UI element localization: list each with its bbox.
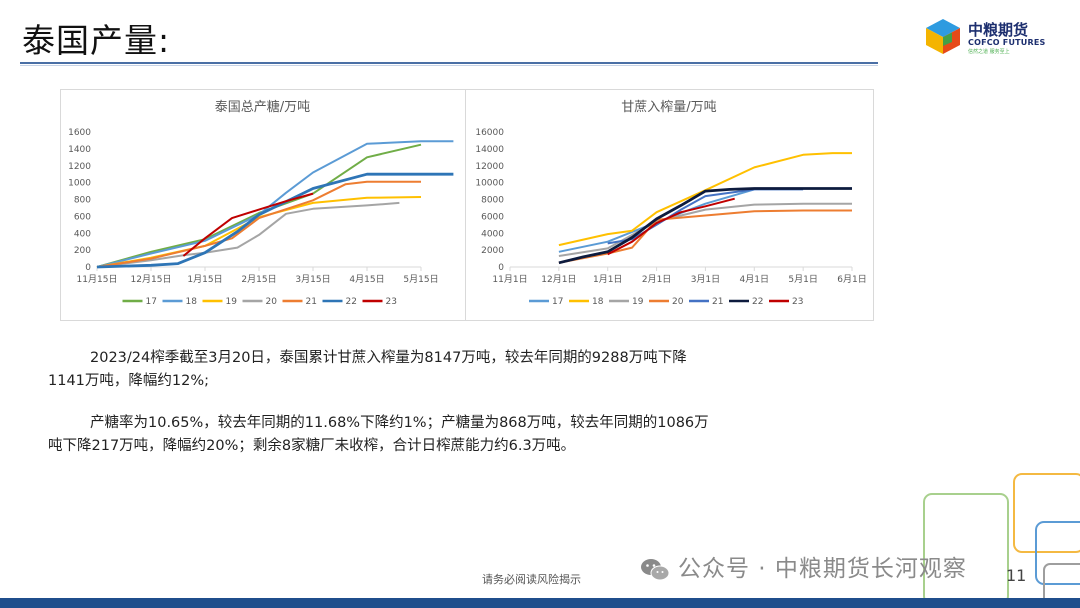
series-line-23 bbox=[182, 192, 314, 257]
chart-panel-divider bbox=[465, 89, 466, 320]
x-tick-label: 3月15日 bbox=[295, 274, 330, 285]
y-tick-label: 0 bbox=[498, 263, 504, 273]
chart-panel bbox=[60, 89, 874, 321]
series-line-23 bbox=[607, 197, 735, 256]
legend-label-23: 23 bbox=[386, 297, 397, 307]
x-tick-label: 2月15日 bbox=[241, 274, 276, 285]
y-tick-label: 8000 bbox=[481, 196, 504, 206]
legend-label-22: 22 bbox=[346, 297, 357, 307]
x-tick-label: 11月1日 bbox=[492, 274, 527, 285]
x-tick-label: 5月1日 bbox=[788, 274, 817, 285]
y-tick-label: 2000 bbox=[481, 246, 504, 256]
y-tick-label: 1200 bbox=[68, 162, 91, 172]
legend-label-18: 18 bbox=[592, 297, 604, 307]
legend-label-21: 21 bbox=[712, 297, 723, 307]
legend-label-22: 22 bbox=[752, 297, 763, 307]
x-tick-label: 4月15日 bbox=[349, 274, 384, 285]
y-tick-label: 1600 bbox=[68, 128, 91, 138]
legend-label-18: 18 bbox=[186, 297, 198, 307]
sugar-paragraph: 产糖率为10.65%，较去年同期的11.68%下降约1%；产糖量为868万吨，较… bbox=[48, 412, 808, 458]
crush-paragraph-line-1: 2023/24榨季截至3月20日，泰国累计甘蔗入榨量为8147万吨，较去年同期的… bbox=[90, 350, 687, 366]
legend-label-17: 17 bbox=[146, 297, 157, 307]
x-tick-label: 12月1日 bbox=[541, 274, 576, 285]
x-tick-label: 5月15日 bbox=[403, 274, 438, 285]
crush-paragraph-line-2: 1141万吨，降幅约12%; bbox=[48, 373, 210, 389]
series-line-18 bbox=[558, 152, 852, 247]
crush-paragraph: 2023/24榨季截至3月20日，泰国累计甘蔗入榨量为8147万吨，较去年同期的… bbox=[48, 347, 808, 393]
legend-label-19: 19 bbox=[226, 297, 238, 307]
legend-label-20: 20 bbox=[672, 297, 684, 307]
series-line-20 bbox=[558, 209, 852, 264]
logo-tagline: 信然之道 服务至上 bbox=[968, 49, 1010, 55]
x-tick-label: 3月1日 bbox=[691, 274, 720, 285]
series-line-22 bbox=[558, 187, 852, 265]
y-tick-label: 6000 bbox=[481, 212, 504, 222]
y-tick-label: 4000 bbox=[481, 229, 504, 239]
series-line-22 bbox=[96, 172, 454, 269]
legend-label-20: 20 bbox=[266, 297, 278, 307]
logo-chinese-name: 中粮期货 bbox=[968, 21, 1029, 39]
risk-disclaimer: 请务必阅读风险揭示 bbox=[482, 573, 581, 586]
y-tick-label: 1000 bbox=[68, 179, 91, 189]
legend-label-19: 19 bbox=[632, 297, 644, 307]
chart-title: 泰国总产糖/万吨 bbox=[215, 99, 310, 115]
x-tick-label: 11月15日 bbox=[77, 274, 118, 285]
series-line-20 bbox=[96, 201, 400, 268]
y-tick-label: 14000 bbox=[475, 145, 504, 155]
cofco-cube-icon bbox=[926, 19, 960, 54]
y-tick-label: 10000 bbox=[475, 179, 504, 189]
cane-crush-chart: 甘蔗入榨量/万吨 0 2000 4000 6000 8000 10000 12000 14000… bbox=[475, 99, 866, 307]
x-tick-label: 2月1日 bbox=[642, 274, 671, 285]
sugar-paragraph-line-2: 吨下降217万吨，降幅约20%；剩余8家糖厂未收榨，合计日榨蔗能力约6.3万吨。 bbox=[48, 438, 576, 454]
sugar-paragraph-line-1: 产糖率为10.65%，较去年同期的11.68%下降约1%；产糖量为868万吨，较… bbox=[90, 415, 709, 431]
footer-bar bbox=[0, 598, 1080, 608]
y-tick-label: 16000 bbox=[475, 128, 504, 138]
legend-label-17: 17 bbox=[552, 297, 563, 307]
y-tick-label: 400 bbox=[74, 229, 91, 239]
y-tick-label: 12000 bbox=[475, 162, 504, 172]
cofco-logo: 中粮期货 COFCO FUTURES 信然之道 服务至上 bbox=[922, 16, 1062, 56]
series-line-21 bbox=[96, 180, 421, 268]
series-line-19 bbox=[96, 196, 422, 268]
chart-title: 甘蔗入榨量/万吨 bbox=[621, 99, 716, 115]
title-divider bbox=[20, 62, 878, 64]
y-tick-label: 1400 bbox=[68, 145, 91, 155]
legend-label-23: 23 bbox=[792, 297, 803, 307]
series-line-18 bbox=[96, 140, 454, 268]
x-tick-label: 1月1日 bbox=[593, 274, 622, 285]
thailand-sugar-production-chart: 泰国总产糖/万吨 0 200 400 600 800 1000 1200 1400 1600 11月… bbox=[68, 99, 454, 307]
page-title: 泰国产量: bbox=[22, 21, 171, 60]
x-tick-label: 12月15日 bbox=[131, 274, 172, 285]
y-tick-label: 200 bbox=[74, 246, 91, 256]
wechat-watermark: 公众号 · 中粮期货长河观察 bbox=[640, 549, 967, 583]
decorative-squares bbox=[923, 473, 1080, 602]
x-tick-label: 6月1日 bbox=[837, 274, 866, 285]
title-divider-light bbox=[20, 65, 878, 66]
y-tick-label: 800 bbox=[74, 196, 91, 206]
x-tick-label: 4月1日 bbox=[740, 274, 769, 285]
x-tick-label: 1月15日 bbox=[187, 274, 222, 285]
y-tick-label: 0 bbox=[85, 263, 91, 273]
watermark-text: 公众号 · 中粮期货长河观察 bbox=[678, 556, 967, 582]
y-tick-label: 600 bbox=[74, 212, 91, 222]
series-line-19 bbox=[558, 202, 852, 257]
wechat-icon bbox=[641, 558, 670, 580]
series-line-17 bbox=[96, 143, 422, 268]
legend-label-21: 21 bbox=[306, 297, 317, 307]
logo-english-name: COFCO FUTURES bbox=[968, 38, 1046, 47]
page-number: 11 bbox=[1006, 566, 1027, 585]
